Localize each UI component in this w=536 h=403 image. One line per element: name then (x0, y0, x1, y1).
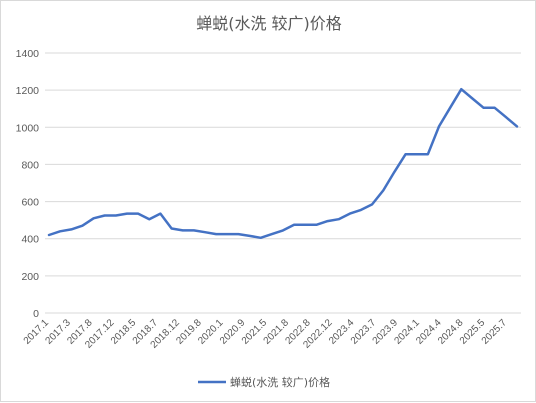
series-layer (47, 87, 519, 240)
y-tick-label: 1200 (16, 85, 40, 97)
gridlines (45, 52, 521, 314)
y-tick-label: 1000 (16, 122, 40, 134)
legend: 蝉蜕(水洗 较广)价格 (198, 375, 330, 389)
y-tick-label: 600 (21, 197, 39, 209)
y-tick-label: 400 (21, 234, 39, 246)
legend-label: 蝉蜕(水洗 较广)价格 (230, 375, 330, 389)
y-tick-label: 1400 (16, 48, 40, 60)
y-tick-label: 200 (21, 271, 39, 283)
x-tick-label: 2025.7 (480, 317, 510, 347)
x-axis-ticks: 2017.12017.32017.82017.122018.52018.7201… (22, 317, 510, 351)
series-line (47, 87, 519, 240)
y-axis-ticks: 0 200 400 600 800 1000 1200 1400 (16, 48, 40, 320)
y-tick-label: 800 (21, 159, 39, 171)
chart-title: 蝉蜕(水洗 较广)价格 (196, 14, 342, 33)
y-tick-label: 0 (33, 308, 39, 320)
